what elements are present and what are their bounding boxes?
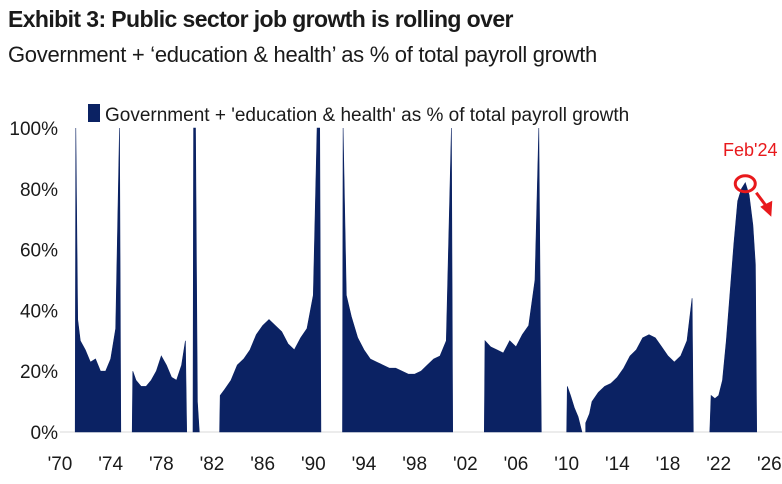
y-tick-label: 100%	[9, 119, 58, 140]
y-tick-label: 80%	[20, 180, 58, 201]
x-tick-label: '14	[605, 454, 630, 475]
series-area-segment-6	[483, 127, 542, 433]
y-tick-label: 60%	[20, 241, 58, 262]
annotation: Feb'24	[723, 140, 778, 217]
x-tick-label: '78	[149, 454, 174, 475]
annotation-label: Feb'24	[723, 140, 777, 160]
series-area-segment-7	[566, 386, 583, 433]
x-tick-label: '94	[352, 454, 377, 475]
y-tick-label: 20%	[20, 362, 58, 383]
annotation-arrow-head	[760, 200, 773, 217]
series-area-segment-2	[131, 340, 188, 433]
x-tick-label: '90	[301, 454, 326, 475]
series-area-segment-5	[342, 127, 454, 433]
x-tick-label: '70	[48, 454, 73, 475]
x-tick-label: '18	[656, 454, 681, 475]
legend-label: Government + 'education & health' as % o…	[105, 105, 629, 126]
y-tick-label: 0%	[31, 423, 59, 444]
series-area-segment-1	[74, 127, 122, 433]
series-area-segment-4	[219, 127, 322, 433]
chart-title: Exhibit 3: Public sector job growth is r…	[8, 6, 513, 32]
annotation-circle	[733, 174, 757, 194]
x-tick-label: '22	[706, 454, 731, 475]
chart-subtitle: Government + ‘education & health’ as % o…	[8, 42, 597, 67]
legend-swatch	[88, 104, 100, 122]
x-tick-label: '82	[200, 454, 225, 475]
x-tick-label: '86	[250, 454, 275, 475]
x-tick-label: '74	[98, 454, 123, 475]
x-tick-label: '06	[504, 454, 529, 475]
x-tick-label: '98	[402, 454, 427, 475]
series-area-segment-3	[192, 127, 200, 433]
annotation-arrow-shaft	[755, 191, 767, 206]
series-layer	[74, 127, 758, 433]
y-tick-label: 40%	[20, 301, 58, 322]
series-area-segment-8	[585, 298, 694, 433]
series-area-segment-9	[709, 181, 758, 433]
x-tick-label: '26	[757, 454, 782, 475]
x-tick-label: '10	[554, 454, 579, 475]
axes: 0% 20% 40% 60% 80% 100% '70 '74 '78 '82 '86 '90 '94 '…	[9, 119, 781, 475]
legend: Government + 'education & health' as % o…	[88, 104, 629, 126]
x-tick-label: '02	[453, 454, 478, 475]
